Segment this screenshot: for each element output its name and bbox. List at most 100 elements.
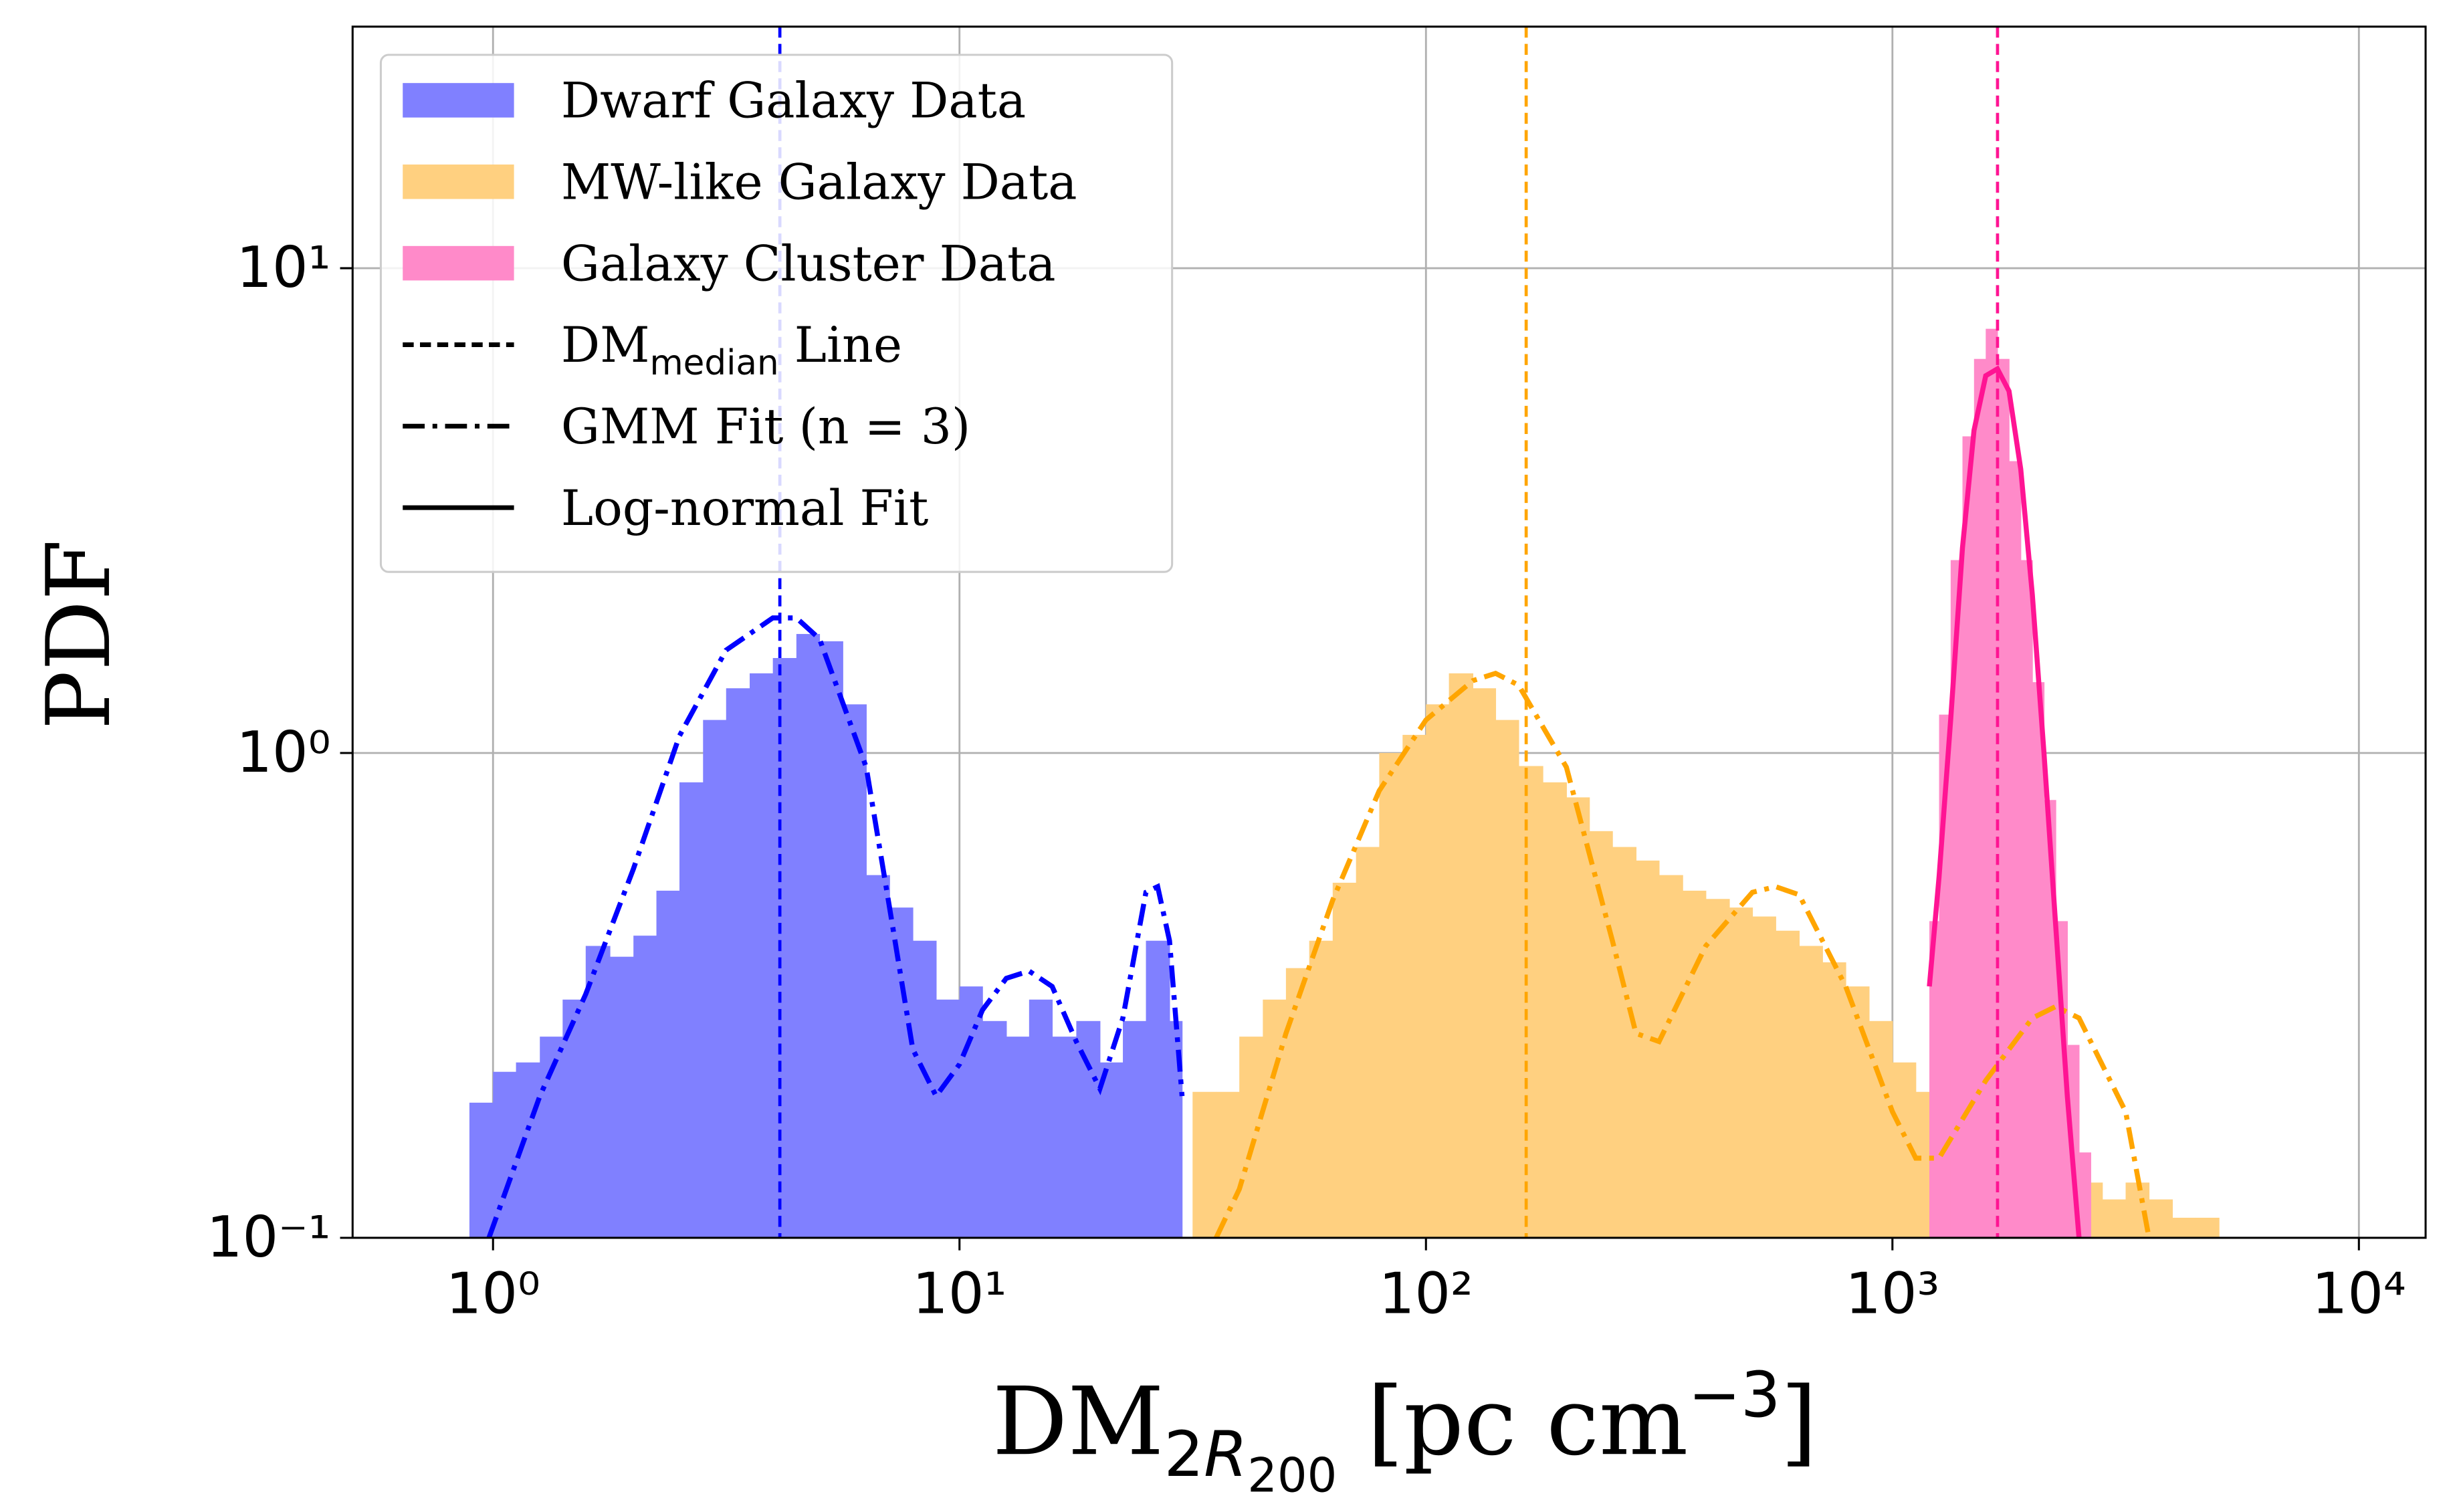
histogram-bar [1997,358,2010,1238]
histogram-bar [982,1020,1007,1238]
legend-box [379,53,1174,573]
fit-line [486,615,1185,1238]
y-tick-label: 10⁻¹ [207,1204,331,1270]
x-axis-label-part: 200 [1247,1448,1337,1503]
legend-label-part: Line [779,318,902,374]
legend-label: GMM Fit (n = 3) [561,399,970,455]
legend-label-part: DM [561,318,650,374]
histogram-bar [1495,720,1519,1238]
histogram-bar [1729,907,1753,1238]
histogram-bar [889,907,914,1238]
histogram-bar [1986,328,1998,1238]
plot-area [352,26,2426,1238]
histogram-bar [1845,986,1870,1238]
histogram-bar [2009,461,2022,1238]
histogram-bar [1356,847,1380,1238]
histogram-bar [1169,1020,1183,1238]
histogram-bar [912,940,937,1238]
legend-label-part: GMM Fit (n = 3) [561,399,970,455]
histogram-bar [796,634,821,1238]
fit-line [1927,365,2082,1238]
histogram-bar [493,1071,517,1238]
histogram-bar [1542,782,1567,1238]
axes-frame [351,25,2427,1239]
histogram-bar [2032,682,2045,1238]
histogram-bar [2102,1199,2127,1238]
histogram-bar [1192,1091,1217,1238]
histogram-bar [1612,847,1637,1238]
histogram-bar [609,956,634,1238]
legend-swatch [403,83,514,118]
x-axis-label-part: ] [1781,1368,1818,1477]
histogram-bar [585,946,611,1238]
histogram-bar [1973,358,1987,1238]
legend-swatch [403,245,514,281]
histogram-bar [1123,1020,1147,1238]
y-tick-label: 10¹ [236,235,330,300]
histogram-bar [1216,1091,1240,1238]
histogram-bar [1799,946,1823,1238]
histogram-bar [1052,1037,1077,1238]
histogram-bar [1076,1020,1101,1238]
histogram-bar [1309,940,1333,1238]
histogram-bar [2172,1217,2196,1238]
histogram-bar [772,658,797,1238]
histogram-bar [679,782,704,1238]
histogram-bar [1705,899,1730,1238]
legend-label: Galaxy Cluster Data [561,236,1056,292]
histogram-bar [1146,940,1170,1238]
fit-line [1214,670,2152,1238]
histogram-bar [936,999,960,1238]
x-axis-label-part: [pc cm [1337,1368,1688,1477]
histogram-bar [1776,930,1800,1238]
histogram-bar [1518,766,1543,1238]
histogram-bar [1950,560,1963,1238]
histogram-bar [1099,1062,1124,1238]
x-tick-label: 10² [1379,1261,1473,1326]
x-tick-label: 10¹ [912,1261,1006,1326]
legend-swatch [403,165,514,199]
histogram-bar [843,704,867,1238]
histogram-bar [750,673,774,1238]
histogram-bar [1962,436,1975,1238]
legend-label: MW-like Galaxy Data [561,155,1077,211]
histogram-bar [1426,704,1450,1238]
histogram-bar [819,641,843,1238]
x-axis-label-part: R [1204,1418,1247,1491]
histogram-bar [656,890,680,1238]
histogram-bar [633,936,657,1238]
x-tick-label: 10⁴ [2312,1261,2406,1326]
histogram-bar [2149,1199,2173,1238]
y-axis-label: PDF [27,540,130,730]
legend-label: Dwarf Galaxy Data [561,74,1026,130]
histogram-bar [1473,688,1497,1238]
y-tick-label: 10⁰ [236,720,330,785]
x-tick-label: 10³ [1845,1261,1939,1326]
histogram-bar [1752,916,1776,1238]
histogram-bar [1822,962,1846,1238]
histogram-bar [1402,734,1426,1238]
histogram-bar [2078,1152,2091,1238]
x-axis-label-part: DM [992,1368,1164,1477]
legend-label: DMmedian Line [561,318,902,383]
histogram-bar [1659,875,1683,1238]
x-axis-label-part: 2 [1164,1418,1204,1491]
histogram-bar [1006,1037,1030,1238]
histogram-bar [1239,1037,1264,1238]
legend-label-part: median [649,343,778,383]
histogram-bar [2196,1217,2220,1238]
histogram-bar [2020,560,2033,1238]
histogram-bar [1636,860,1660,1238]
histogram-bar [1379,753,1404,1238]
histogram-bar [703,720,727,1238]
histogram-bar [1683,890,1707,1238]
legend-label-part: Log-normal Fit [561,481,928,537]
histogram-bar [1285,968,1310,1238]
x-axis-label-part: −3 [1688,1359,1780,1432]
histogram-bar [866,875,890,1238]
legend-label: Log-normal Fit [561,481,928,537]
histogram-bar [726,688,750,1238]
